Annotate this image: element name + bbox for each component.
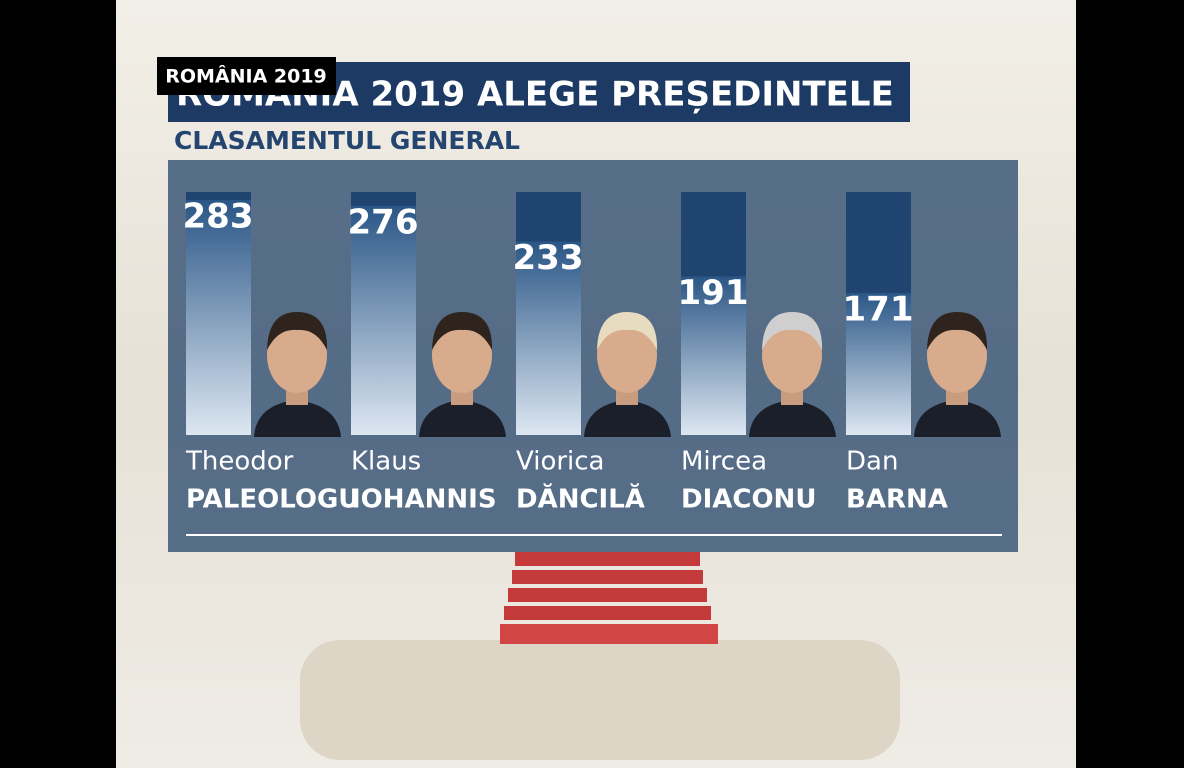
- bar: [516, 241, 581, 435]
- portrait-hair: [762, 312, 823, 350]
- portrait-head: [267, 317, 327, 393]
- category-sublabel: IOHANNIS: [351, 485, 497, 515]
- portrait-head: [432, 317, 492, 393]
- portrait-head: [762, 317, 822, 393]
- chart-subtitle: CLASAMENTUL GENERAL: [174, 126, 520, 155]
- category-label: Dan: [846, 447, 898, 477]
- portrait-hair: [432, 312, 493, 350]
- portrait-body: [749, 400, 836, 437]
- value-label: 171: [843, 290, 914, 330]
- portrait-hair: [597, 312, 658, 350]
- portrait-body: [914, 400, 1001, 437]
- carpet-floor: [300, 640, 900, 760]
- bar: [186, 200, 251, 435]
- category-label: Viorica: [516, 447, 605, 477]
- category-sublabel: DIACONU: [681, 485, 816, 515]
- category-label: Theodor: [185, 447, 294, 477]
- portrait-head: [597, 317, 657, 393]
- bar: [351, 205, 416, 435]
- bar: [846, 293, 911, 435]
- category-label: Klaus: [351, 447, 421, 477]
- portrait-hair: [927, 312, 988, 350]
- badge-box: [157, 57, 336, 95]
- portrait-body: [584, 400, 671, 437]
- category-sublabel: PALEOLOGU: [186, 485, 359, 515]
- stairs: [500, 552, 718, 644]
- value-label: 283: [183, 197, 254, 237]
- category-label: Mircea: [681, 447, 767, 477]
- portrait-body: [419, 400, 506, 437]
- value-label: 233: [513, 238, 584, 278]
- portrait-head: [927, 317, 987, 393]
- value-label: 276: [348, 202, 419, 242]
- value-label: 191: [678, 273, 749, 313]
- category-sublabel: BARNA: [846, 485, 948, 515]
- category-sublabel: DĂNCILĂ: [516, 483, 645, 515]
- badge: ROMÂNIA 2019: [165, 65, 327, 88]
- portrait-hair: [267, 312, 328, 350]
- portrait-body: [254, 400, 341, 437]
- bar: [681, 276, 746, 435]
